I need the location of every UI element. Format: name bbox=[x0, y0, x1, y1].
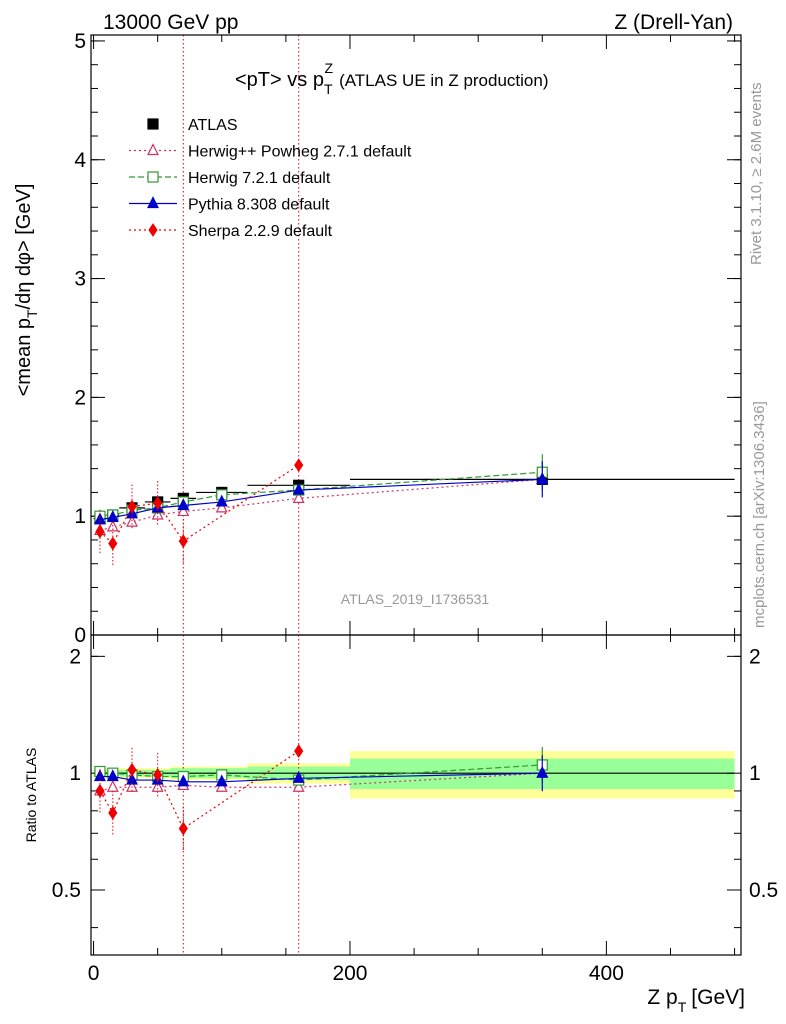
y-tick-label: 0 bbox=[74, 624, 86, 647]
ratio-y-tick-label-right: 0.5 bbox=[749, 879, 778, 902]
data-point bbox=[177, 504, 190, 517]
data-point bbox=[147, 171, 159, 183]
data-point bbox=[178, 534, 188, 549]
series-group bbox=[94, 755, 549, 792]
ratio-plot-frame bbox=[90, 634, 742, 956]
data-point bbox=[147, 118, 159, 130]
data-point bbox=[106, 510, 119, 522]
data-point bbox=[177, 498, 190, 511]
data-point bbox=[215, 494, 228, 507]
series-line bbox=[99, 478, 543, 532]
data-point bbox=[292, 482, 305, 495]
data-series bbox=[93, 454, 735, 851]
series-group bbox=[95, 744, 304, 851]
legend-label: Sherpa 2.2.9 default bbox=[188, 223, 333, 240]
x-axis-label: Z pT [GeV] bbox=[647, 986, 745, 1015]
mcplots-label: mcplots.cern.ch [arXiv:1306.3436] bbox=[751, 401, 768, 628]
y-tick-label: 5 bbox=[74, 30, 86, 53]
ratio-y-tick-label: 1 bbox=[69, 762, 81, 785]
data-point bbox=[292, 779, 305, 792]
ratio-y-tick-label-right: 2 bbox=[749, 645, 761, 668]
legend-entry: ATLAS bbox=[147, 117, 238, 134]
rivet-version-label: Rivet 3.1.10, ≥ 2.6M events bbox=[748, 83, 765, 266]
ratio-uncertainty-bands bbox=[93, 751, 735, 799]
data-point bbox=[177, 774, 190, 787]
ratio-y-tick-label-right: 1 bbox=[749, 762, 761, 785]
data-point bbox=[536, 472, 549, 484]
data-point bbox=[95, 524, 105, 539]
ratio-y-axis-label: Ratio to ATLAS bbox=[23, 748, 39, 843]
data-point bbox=[294, 458, 304, 473]
legend-label: Herwig++ Powheg 2.7.1 default bbox=[188, 144, 412, 161]
data-point bbox=[153, 496, 163, 511]
data-point bbox=[148, 223, 158, 237]
data-point bbox=[153, 767, 163, 782]
series-group bbox=[94, 461, 549, 525]
data-point bbox=[147, 196, 159, 209]
x-tick-label: 0 bbox=[88, 962, 100, 985]
data-point bbox=[95, 784, 105, 798]
data-point bbox=[536, 765, 549, 778]
series-line bbox=[99, 464, 300, 545]
y-tick-label: 3 bbox=[74, 268, 86, 291]
series-group bbox=[95, 458, 304, 566]
analysis-watermark: ATLAS_2019_I1736531 bbox=[341, 591, 490, 607]
data-point bbox=[292, 770, 305, 783]
data-point bbox=[151, 779, 164, 792]
y-tick-label: 2 bbox=[74, 386, 86, 409]
energy-label: 13000 GeV pp bbox=[103, 11, 238, 34]
data-point bbox=[215, 774, 228, 787]
x-tick-label: 400 bbox=[589, 962, 624, 985]
main-y-axis-label: <mean pT/dη dφ> [GeV] bbox=[13, 184, 40, 397]
y-tick-label: 4 bbox=[74, 149, 86, 172]
data-point bbox=[108, 805, 118, 820]
data-point bbox=[127, 762, 137, 777]
data-point bbox=[294, 744, 304, 758]
data-point bbox=[106, 769, 119, 782]
data-point bbox=[178, 821, 188, 836]
legend: ATLAS Herwig++ Powheg 2.7.1 default Herwig… bbox=[129, 117, 412, 240]
legend-label: ATLAS bbox=[188, 117, 238, 134]
data-point bbox=[106, 779, 119, 792]
plot-title: <pT> vs pTZ(ATLAS UE in Z production) bbox=[235, 60, 549, 97]
legend-entry: Sherpa 2.2.9 default bbox=[129, 223, 333, 240]
legend-entry: Herwig++ Powheg 2.7.1 default bbox=[129, 143, 412, 161]
data-point bbox=[108, 536, 118, 551]
legend-label: Pythia 8.308 default bbox=[188, 197, 330, 214]
x-tick-label: 200 bbox=[332, 962, 367, 985]
data-point bbox=[215, 500, 228, 513]
data-point bbox=[147, 143, 159, 156]
legend-entry: Herwig 7.2.1 default bbox=[129, 170, 331, 187]
ratio-y-tick-label: 2 bbox=[69, 645, 81, 668]
legend-entry: Pythia 8.308 default bbox=[129, 196, 330, 214]
legend-label: Herwig 7.2.1 default bbox=[188, 170, 331, 187]
y-tick-label: 1 bbox=[74, 505, 86, 528]
data-point bbox=[292, 491, 305, 503]
process-label: Z (Drell-Yan) bbox=[614, 11, 733, 34]
data-point bbox=[127, 499, 137, 514]
ratio-y-tick-label: 0.5 bbox=[52, 879, 81, 902]
